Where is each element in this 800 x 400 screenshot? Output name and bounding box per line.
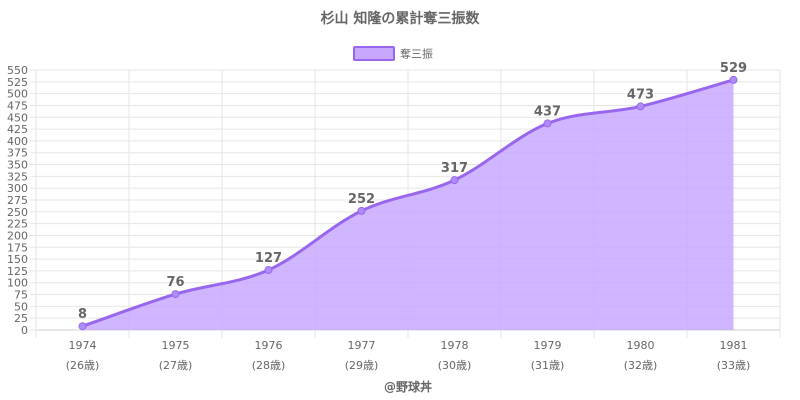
x-tick-sublabel: (26歳) [66,359,100,372]
series-line [82,78,734,328]
legend-swatch [353,46,395,61]
y-tick-label: 175 [7,241,28,254]
data-points [78,75,738,331]
x-tick-label: 1979 [534,339,562,352]
data-point[interactable] [636,102,645,111]
x-tick-sublabel: (30歳) [438,359,472,372]
y-tick-label: 300 [7,182,28,195]
y-tick-label: 125 [7,265,28,278]
y-tick-label: 25 [14,312,28,325]
data-label: 8 [78,307,87,322]
legend-label: 奪三振 [400,47,433,61]
y-tick-label: 200 [7,229,28,242]
data-label: 127 [255,251,282,266]
y-tick-label: 475 [7,99,28,112]
y-tick-label: 500 [7,88,28,101]
data-point[interactable] [78,322,87,331]
data-point[interactable] [543,119,552,128]
y-tick-label: 250 [7,206,28,219]
legend[interactable]: 奪三振 [353,46,433,61]
y-tick-label: 75 [14,289,28,302]
data-point[interactable] [171,290,180,299]
x-tick-sublabel: (32歳) [624,359,658,372]
x-tick-sublabel: (29歳) [345,359,379,372]
y-tick-label: 100 [7,277,28,290]
data-point[interactable] [357,206,366,215]
y-tick-label: 0 [21,324,28,337]
data-label: 529 [720,61,747,76]
data-labels: 8 76 127 252 317 437 473 529 [78,61,747,322]
data-point[interactable] [264,265,273,274]
x-tick-label: 1978 [441,339,469,352]
y-tick-label: 525 [7,76,28,89]
series-area [82,79,734,330]
x-tick-label: 1975 [162,339,190,352]
x-tick-sublabel: (33歳) [717,359,751,372]
x-tick-sublabel: (28歳) [252,359,286,372]
data-point[interactable] [450,176,459,185]
data-label: 437 [534,104,561,119]
y-tick-label: 50 [14,300,28,313]
x-tick-label: 1977 [348,339,376,352]
x-tick-sublabel: (27歳) [159,359,193,372]
credit: @野球丼 [384,379,432,394]
x-tick-sublabel: (31歳) [531,359,565,372]
y-tick-label: 150 [7,253,28,266]
x-tick-label: 1974 [69,339,97,352]
data-point[interactable] [729,75,738,84]
y-tick-label: 375 [7,147,28,160]
y-tick-label: 225 [7,218,28,231]
chart-title: 杉山 知隆の累計奪三振数 [321,10,481,27]
y-tick-label: 425 [7,123,28,136]
y-tick-label: 350 [7,159,28,172]
data-label: 76 [166,275,184,290]
y-tick-label: 400 [7,135,28,148]
x-tick-label: 1980 [627,339,655,352]
x-tick-label: 1976 [255,339,283,352]
series-strikeouts [82,78,734,330]
y-tick-label: 550 [7,64,28,77]
data-label: 317 [441,161,468,176]
data-label: 473 [627,87,654,102]
y-tick-label: 325 [7,170,28,183]
x-tick-label: 1981 [720,339,748,352]
data-label: 252 [348,192,375,207]
y-axis: 0255075100125150175200225250275300325350… [7,64,36,337]
y-tick-label: 275 [7,194,28,207]
y-tick-label: 450 [7,111,28,124]
